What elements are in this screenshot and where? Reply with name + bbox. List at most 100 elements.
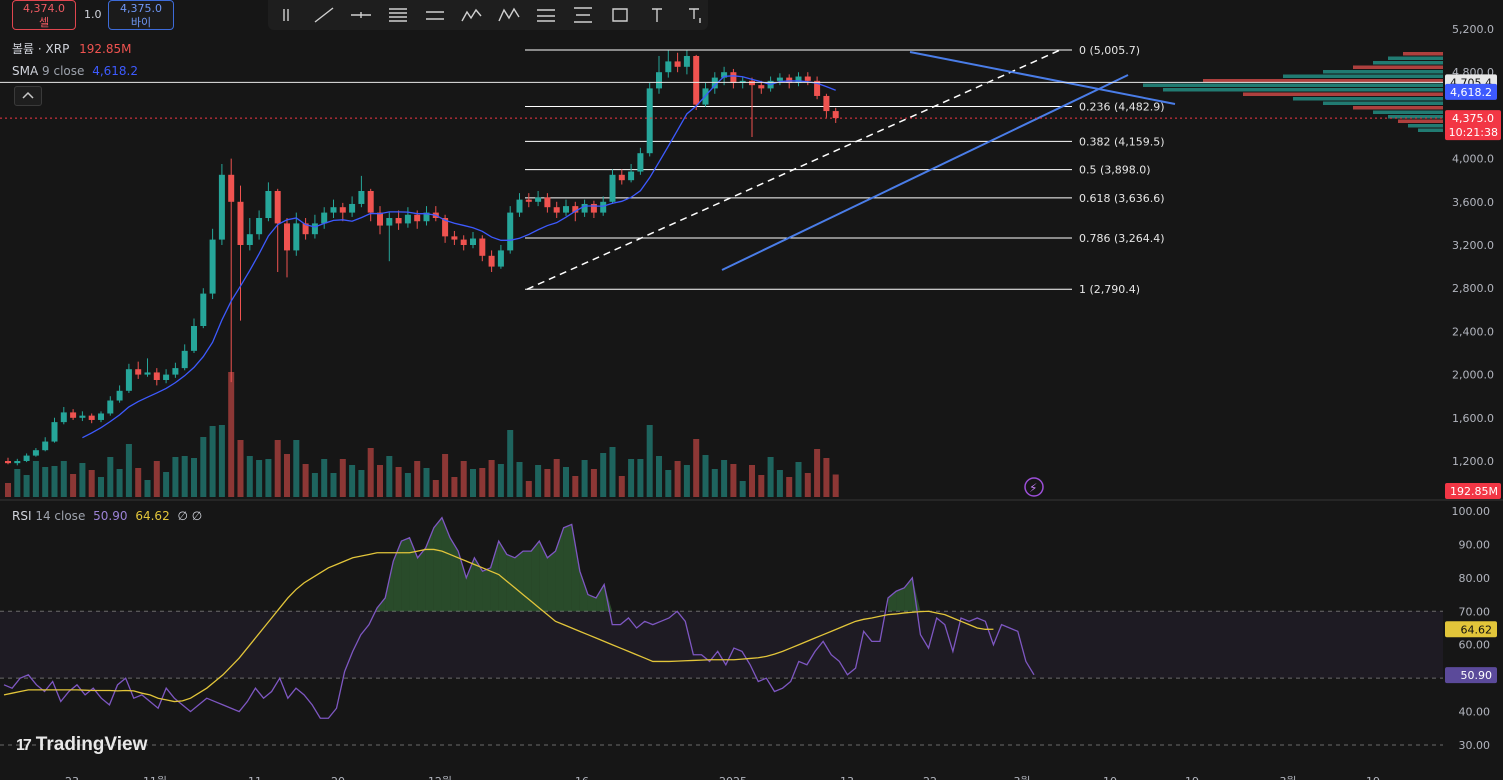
- xabcd-pattern-icon[interactable]: [496, 4, 522, 26]
- candle-body: [674, 61, 681, 67]
- rectangle-icon[interactable]: [607, 4, 633, 26]
- volume-bar: [377, 465, 383, 497]
- time-tick: 19: [1366, 775, 1380, 780]
- drawings[interactable]: ⚡: [0, 49, 1443, 497]
- sma-price-tag-bg: [1445, 83, 1497, 100]
- volume-bar: [665, 470, 672, 497]
- profile-bar: [1283, 74, 1443, 78]
- price-tick: 1,200.0: [1452, 455, 1494, 468]
- rsi-ma-tag-bg: [1445, 621, 1497, 638]
- candle-body: [776, 77, 783, 81]
- long-position-icon-path: [537, 9, 555, 22]
- volume-bar: [711, 469, 718, 497]
- candle-body: [246, 234, 253, 245]
- rsi-ma-tag: 64.62: [1461, 623, 1493, 636]
- projection-icon-path: [574, 7, 592, 23]
- profile-bar: [1203, 79, 1443, 83]
- volume-bar: [637, 459, 644, 497]
- rsi-legend[interactable]: RSI 14 close 50.90 64.62 ∅ ∅: [12, 509, 202, 523]
- rsi-overbought-fill: [417, 547, 426, 612]
- collapse-legend-button[interactable]: [14, 86, 42, 106]
- anchored-text-icon[interactable]: [681, 4, 707, 26]
- volume-bar: [395, 467, 402, 497]
- fib-retracement[interactable]: 0 (5,005.7) 0.236 (4,482.9) 0.382 (4,159.5…: [525, 44, 1165, 296]
- candle-body: [367, 191, 374, 213]
- price-tick: 2,000.0: [1452, 369, 1494, 382]
- candle-body: [302, 223, 309, 235]
- sma-legend[interactable]: SMA 9 close 4,618.2: [12, 64, 138, 78]
- text-icon[interactable]: [644, 4, 670, 26]
- time-tick: 2025: [719, 775, 747, 780]
- volume-bar: [730, 464, 737, 497]
- rsi-ma-line: [3, 548, 994, 703]
- volume-bar: [284, 454, 290, 497]
- volume-bar: [563, 467, 569, 497]
- rsi-overbought-fill: [393, 541, 402, 612]
- tv-mark-icon: 17: [16, 737, 32, 754]
- volume-bar: [804, 473, 811, 497]
- elliott-wave-icon[interactable]: [459, 4, 485, 26]
- price-tick: 4,000.0: [1452, 153, 1494, 166]
- candle-body: [758, 85, 765, 89]
- buy-button[interactable]: 4,375.0 바이: [108, 0, 174, 30]
- volume-bar: [581, 460, 588, 497]
- candle-body: [98, 413, 104, 420]
- rsi-legend-params: 14 close: [35, 509, 86, 523]
- volume-bar: [749, 465, 755, 497]
- candle-body: [786, 77, 793, 83]
- volume-bar: [479, 468, 486, 497]
- volume-bar: [572, 476, 579, 497]
- candle-body: [804, 76, 811, 81]
- volume-bars: [5, 372, 839, 497]
- rsi-legend-value: 50.90: [93, 509, 128, 523]
- lightning-icon: [1024, 477, 1044, 497]
- candle-body: [107, 400, 114, 414]
- fib-retracement-icon[interactable]: [385, 4, 411, 26]
- drag-handle-icon[interactable]: [274, 4, 300, 26]
- candle-body: [265, 191, 272, 218]
- projection-icon[interactable]: [570, 4, 596, 26]
- rsi-tick: 60.00: [1459, 639, 1491, 652]
- volume-legend-label: 볼륨 · XRP: [12, 42, 70, 56]
- rsi-line: [3, 516, 1035, 719]
- time-tick: 16: [575, 775, 589, 780]
- volume-tag: 192.85M: [1450, 485, 1498, 498]
- volume-bar: [135, 468, 142, 497]
- candle-body: [618, 174, 625, 181]
- profile-bar: [1373, 110, 1443, 114]
- sell-price: 4,374.0: [23, 2, 65, 15]
- volume-bar: [321, 459, 328, 497]
- rsi-overbought-fill: [490, 541, 499, 612]
- volume-bar: [23, 475, 30, 497]
- candle-body: [637, 153, 644, 172]
- xabcd-pattern-icon-glyph: [498, 7, 520, 22]
- sell-button[interactable]: 4,374.0 셀: [12, 0, 76, 30]
- rsi-pane: [0, 516, 1443, 746]
- candle-body: [553, 207, 560, 213]
- horizontal-ray-icon[interactable]: [348, 4, 374, 26]
- volume-bar: [116, 469, 123, 497]
- rsi-overbought-fill: [571, 524, 580, 612]
- rsi-overbought-fill: [466, 557, 475, 612]
- support-trendline: [721, 74, 1129, 271]
- trend-line-icon[interactable]: [311, 4, 337, 26]
- trend-line-icon-glyph: [314, 7, 334, 23]
- volume-bar: [776, 470, 783, 497]
- volume-bar: [832, 474, 839, 497]
- fib-level-label: 0.5 (3,898.0): [1079, 164, 1151, 177]
- rsi-overbought-fill: [514, 551, 524, 612]
- parallel-channel-icon[interactable]: [422, 4, 448, 26]
- elliott-wave-icon-path: [461, 8, 482, 22]
- volume-bar: [339, 459, 346, 497]
- long-position-icon[interactable]: [533, 4, 559, 26]
- sma-price-tag: 4,618.2: [1450, 86, 1492, 99]
- candle-body: [135, 369, 142, 375]
- candle-body: [749, 80, 755, 86]
- rsi-ma-legend-value: 64.62: [135, 509, 170, 523]
- profile-bar: [1163, 88, 1443, 92]
- volume-bar: [721, 460, 728, 497]
- candle-body: [628, 171, 635, 181]
- time-tick: 11: [248, 775, 262, 780]
- volume-legend[interactable]: 볼륨 · XRP 192.85M: [12, 40, 132, 57]
